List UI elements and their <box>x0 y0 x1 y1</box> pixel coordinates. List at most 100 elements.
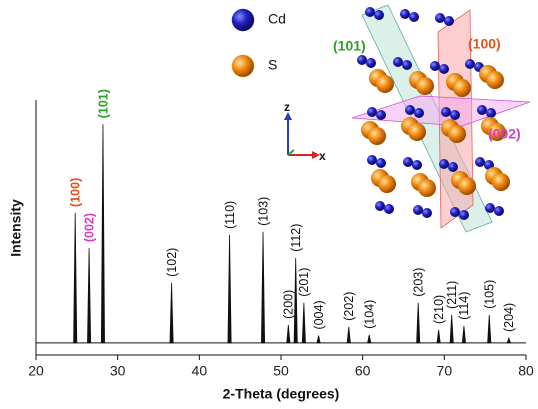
x-tick-label: 50 <box>273 363 289 379</box>
peak-label: (105) <box>483 280 497 309</box>
peak <box>449 314 454 344</box>
cd-atom <box>414 108 424 118</box>
s-atom <box>488 123 506 141</box>
axis-label: x <box>319 149 326 163</box>
cd-atom <box>384 204 394 214</box>
s-atom <box>492 173 510 191</box>
legend-marker <box>231 8 255 32</box>
z-arrow-head <box>284 112 292 120</box>
cd-atom <box>477 105 487 115</box>
cd-atom <box>375 201 385 211</box>
y-arrow <box>287 149 295 156</box>
plane-002 <box>351 95 531 127</box>
cd-atom <box>430 61 440 71</box>
peak <box>301 302 306 344</box>
x-tick-label: 20 <box>28 363 44 379</box>
peak-label: (100) <box>68 178 82 207</box>
plane-label: (100) <box>468 36 501 52</box>
peak-label: (110) <box>223 201 237 229</box>
axis-triad: z x <box>284 100 326 163</box>
s-atom <box>418 179 436 197</box>
legend-label: Cd <box>268 11 286 27</box>
s-atom <box>408 123 426 141</box>
s-atom <box>376 75 394 93</box>
cd-atom <box>485 203 495 213</box>
peak <box>416 302 421 344</box>
cd-atom <box>402 60 412 70</box>
peak-label: (203) <box>411 268 425 297</box>
cd-atom <box>374 10 384 20</box>
peak <box>436 329 441 344</box>
cd-atom <box>435 13 445 23</box>
cd-atom <box>403 157 413 167</box>
peak <box>346 326 351 344</box>
cd-atom <box>450 110 460 120</box>
peak-label: (002) <box>82 213 96 242</box>
peak-label: (201) <box>297 268 311 297</box>
cd-atom <box>376 110 386 120</box>
peak-label: (200) <box>282 290 296 319</box>
peak-label: (204) <box>502 303 516 332</box>
cd-atom <box>441 107 451 117</box>
crystal-structure <box>351 4 531 233</box>
cd-atom <box>444 16 454 26</box>
cd-atom <box>439 64 449 74</box>
cd-atom <box>400 9 410 19</box>
peak <box>261 231 266 344</box>
x-tick-label: 40 <box>192 363 208 379</box>
s-atom <box>378 175 396 193</box>
legend-label: S <box>268 57 277 73</box>
x-tick-label: 60 <box>355 363 371 379</box>
cd-atom <box>412 160 422 170</box>
s-atom <box>416 77 434 95</box>
cd-atom <box>367 107 377 117</box>
cd-atom <box>357 55 367 65</box>
peak <box>293 257 298 344</box>
cd-atom <box>494 206 504 216</box>
peak <box>461 325 466 344</box>
atoms <box>357 7 510 220</box>
cd-atom <box>448 162 458 172</box>
peak <box>100 124 105 344</box>
y-axis-title: Intensity <box>8 199 24 257</box>
cd-atom <box>376 158 386 168</box>
peak-label: (104) <box>362 300 376 329</box>
x-arrow-head <box>312 151 320 159</box>
peak <box>169 282 174 344</box>
peak-label: (114) <box>457 292 471 320</box>
peak-label: (103) <box>256 197 270 226</box>
cd-atom <box>422 208 432 218</box>
cd-atom <box>367 155 377 165</box>
peak-label: (112) <box>289 224 303 252</box>
peak <box>506 336 512 344</box>
peak <box>367 334 372 344</box>
peak-label: (211) <box>445 281 459 309</box>
x-tick-label: 30 <box>110 363 126 379</box>
axis-label: z <box>284 100 290 114</box>
legend-marker <box>231 54 255 78</box>
cd-atom <box>475 157 485 167</box>
plane-label: (101) <box>333 38 366 54</box>
peak-label: (102) <box>165 248 179 277</box>
cd-atom <box>413 205 423 215</box>
peak-label: (202) <box>342 292 356 321</box>
peak <box>316 335 321 344</box>
cd-atom <box>459 210 469 220</box>
cd-atom <box>366 58 376 68</box>
peak <box>227 235 232 344</box>
peak-label: (101) <box>96 89 110 118</box>
peak <box>87 248 92 344</box>
s-atom <box>486 71 504 89</box>
peak <box>286 324 291 344</box>
cd-atom <box>450 207 460 217</box>
s-atom <box>453 79 471 97</box>
cd-atom <box>405 105 415 115</box>
peak-label: (210) <box>432 295 446 324</box>
cd-atom <box>409 12 419 22</box>
plane-label: (002) <box>488 126 521 142</box>
x-tick-label: 80 <box>518 363 534 379</box>
x-axis-title: 2-Theta (degrees) <box>223 386 340 402</box>
cd-atom <box>365 7 375 17</box>
peak-label: (004) <box>312 300 326 329</box>
